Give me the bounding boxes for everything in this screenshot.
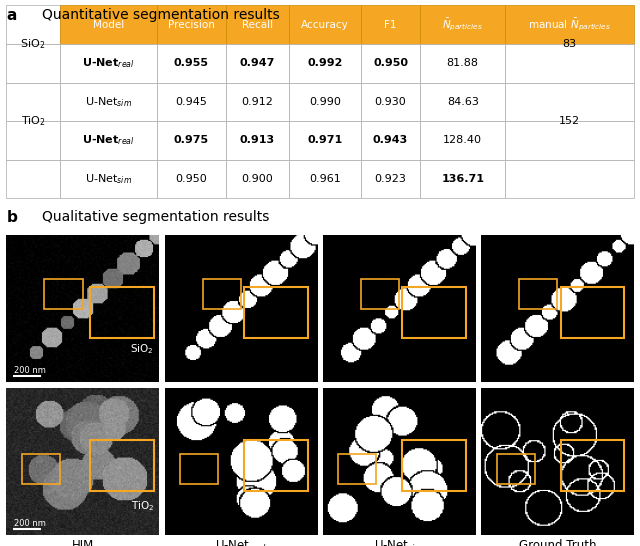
Bar [420,159,505,198]
Text: 200 nm: 200 nm [14,519,46,528]
Bar [505,121,634,159]
Bar [60,44,157,82]
Bar [289,159,361,198]
Text: 0.930: 0.930 [374,97,406,107]
Text: SiO$_2$: SiO$_2$ [20,37,45,51]
Bar [60,121,157,159]
Text: 0.975: 0.975 [174,135,209,145]
Text: U-Net$_{sim}$: U-Net$_{sim}$ [85,95,132,109]
Bar [60,159,157,198]
Text: 0.950: 0.950 [373,58,408,68]
Text: 0.955: 0.955 [174,58,209,68]
Text: b: b [6,210,17,225]
Bar [361,159,420,198]
Text: 0.943: 0.943 [373,135,408,145]
Text: manual $\bar{N}_{particles}$: manual $\bar{N}_{particles}$ [528,16,611,33]
X-axis label: HIM: HIM [72,539,93,546]
Text: 0.990: 0.990 [308,97,340,107]
Bar [6,121,60,159]
Text: TiO$_2$: TiO$_2$ [20,114,45,128]
Bar [6,159,60,198]
Text: F1: F1 [384,20,397,29]
Bar [6,5,60,44]
Bar [505,82,634,121]
Text: Quantitative segmentation results: Quantitative segmentation results [42,8,279,22]
Bar [289,5,361,44]
Text: 0.945: 0.945 [175,97,207,107]
Text: U-Net$_{sim}$: U-Net$_{sim}$ [85,172,132,186]
Text: 136.71: 136.71 [441,174,484,184]
Text: 0.992: 0.992 [307,58,342,68]
Text: 0.900: 0.900 [241,174,273,184]
Bar [361,121,420,159]
Bar [420,82,505,121]
Text: Model: Model [93,20,124,29]
Bar [6,82,60,121]
X-axis label: Ground Truth: Ground Truth [519,539,596,546]
Text: 83: 83 [563,39,577,49]
Bar [289,44,361,82]
Text: 0.950: 0.950 [175,174,207,184]
Bar [60,5,157,44]
Text: TiO$_2$: TiO$_2$ [131,499,154,513]
Bar [157,159,226,198]
Bar [157,44,226,82]
Bar [157,5,226,44]
Text: 0.947: 0.947 [239,58,275,68]
Text: 0.912: 0.912 [241,97,273,107]
Bar [289,82,361,121]
Text: a: a [6,8,17,23]
Text: Precision: Precision [168,20,215,29]
Bar [420,5,505,44]
X-axis label: U-Net$_{sim}$: U-Net$_{sim}$ [374,539,424,546]
Text: 81.88: 81.88 [447,58,479,68]
Text: 0.971: 0.971 [307,135,342,145]
Text: Accuracy: Accuracy [301,20,349,29]
Bar [361,5,420,44]
Bar [226,44,289,82]
Text: 200 nm: 200 nm [14,366,46,375]
Bar [226,121,289,159]
Bar [420,121,505,159]
Bar [420,44,505,82]
Bar [226,159,289,198]
Text: U-Net$_{real}$: U-Net$_{real}$ [82,56,135,70]
Bar [505,44,634,82]
Bar [289,121,361,159]
Text: 128.40: 128.40 [443,135,482,145]
Text: 0.923: 0.923 [374,174,406,184]
Text: U-Net$_{real}$: U-Net$_{real}$ [82,134,135,147]
Bar [226,82,289,121]
Bar [157,82,226,121]
Text: 0.913: 0.913 [240,135,275,145]
Text: 152: 152 [559,116,580,126]
Bar [361,82,420,121]
Text: SiO$_2$: SiO$_2$ [131,342,154,356]
Bar [6,44,60,82]
Text: $\bar{N}_{particles}$: $\bar{N}_{particles}$ [442,16,483,33]
Text: Qualitative segmentation results: Qualitative segmentation results [42,210,269,224]
Text: 0.961: 0.961 [309,174,340,184]
X-axis label: U-Net$_{real}$: U-Net$_{real}$ [215,539,266,546]
Bar [60,82,157,121]
Bar [505,159,634,198]
Text: Recall: Recall [242,20,273,29]
Bar [361,44,420,82]
Bar [505,5,634,44]
Text: 84.63: 84.63 [447,97,479,107]
Bar [226,5,289,44]
Bar [157,121,226,159]
